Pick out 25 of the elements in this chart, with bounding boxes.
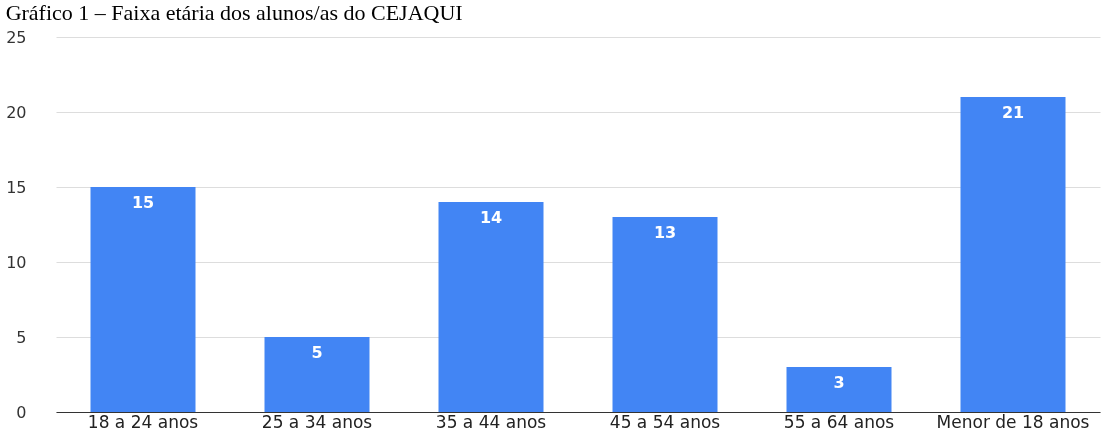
y-tick-label: 5 xyxy=(16,327,27,347)
x-tick-label: 55 a 64 anos xyxy=(783,411,895,432)
bar xyxy=(90,187,196,412)
data-label: 15 xyxy=(131,193,155,212)
y-tick-label: 20 xyxy=(6,102,27,122)
y-tick-label: 15 xyxy=(6,177,27,197)
data-label: 5 xyxy=(311,343,323,362)
data-label: 13 xyxy=(653,223,677,242)
x-tick-label: 45 a 54 anos xyxy=(609,411,721,432)
x-tick-label: Menor de 18 anos xyxy=(936,411,1090,432)
x-tick-label: 18 a 24 anos xyxy=(87,411,199,432)
x-tick-label: 25 a 34 anos xyxy=(261,411,373,432)
y-tick-label: 0 xyxy=(16,402,27,422)
data-label: 21 xyxy=(1001,103,1025,122)
bar xyxy=(960,97,1066,412)
data-label: 3 xyxy=(833,373,845,392)
x-tick-label: 35 a 44 anos xyxy=(435,411,547,432)
y-tick-label: 10 xyxy=(6,252,27,272)
bar xyxy=(264,337,370,412)
bar xyxy=(612,217,718,412)
bar xyxy=(438,202,544,412)
data-label: 14 xyxy=(479,208,503,227)
bar xyxy=(786,367,892,412)
chart-title: Gráfico 1 – Faixa etária dos alunos/as do CEJAQUI xyxy=(5,0,463,25)
y-tick-label: 25 xyxy=(6,27,27,47)
